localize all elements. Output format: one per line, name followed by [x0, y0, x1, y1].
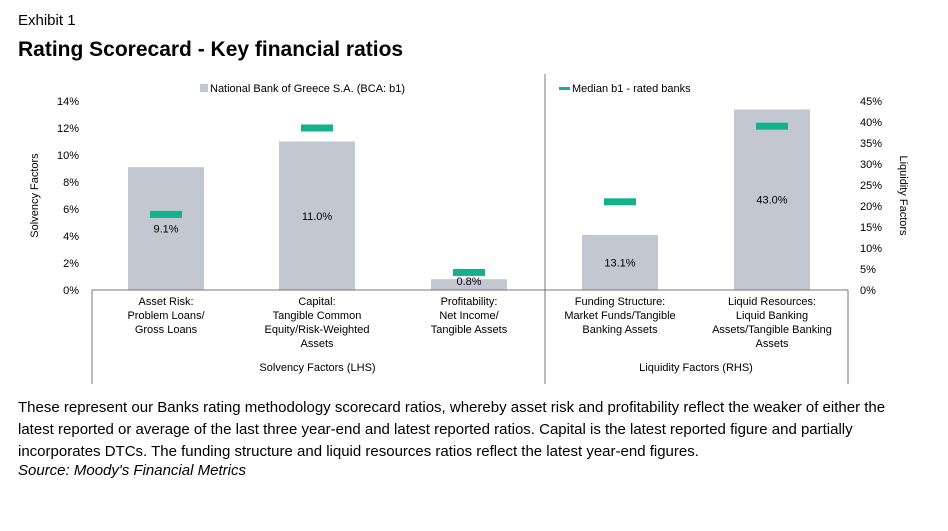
median-marker [604, 198, 636, 206]
category-label: Assets/Tangible Banking [712, 324, 832, 336]
left-axis-title: Solvency Factors [29, 153, 41, 238]
right-axis-tick-label: 40% [860, 117, 882, 129]
category-label: Tangible Common [273, 310, 362, 322]
category-label: Asset Risk: [138, 296, 193, 308]
bar-value-label: 43.0% [756, 195, 787, 207]
category-label: Market Funds/Tangible [564, 310, 675, 322]
bar [734, 109, 810, 291]
median-marker [150, 210, 182, 218]
bar [279, 141, 355, 290]
rating-scorecard-chart: 0% 2% 4% 6% 8% 10% 12% 14% 0% 5% 10% 15% 20% 25% 30% 35… [29, 74, 909, 384]
median-marker [301, 124, 333, 132]
chart-title: Rating Scorecard - Key financial ratios [18, 38, 404, 61]
right-axis-tick-label: 45% [860, 96, 882, 108]
median-marker [453, 268, 485, 276]
right-axis-tick-label: 5% [860, 264, 876, 276]
left-axis-tick-label: 12% [57, 123, 79, 135]
left-axis-tick-label: 8% [63, 177, 79, 189]
category-label: Liquid Resources: [728, 296, 816, 308]
chart-note: These represent our Banks rating methodo… [18, 399, 886, 460]
right-axis-tick-label: 15% [860, 222, 882, 234]
category-label: Net Income/ [439, 310, 499, 322]
group-label: Liquidity Factors (RHS) [639, 362, 753, 374]
bar-value-label: 13.1% [604, 257, 635, 269]
category-label: Tangible Assets [431, 324, 508, 336]
category-label: Banking Assets [582, 324, 658, 336]
right-axis-tick-label: 35% [860, 138, 882, 150]
category-label: Capital: [298, 296, 335, 308]
category-label: Liquid Banking [736, 310, 808, 322]
right-axis-tick-label: 10% [860, 243, 882, 255]
legend-label-bar: National Bank of Greece S.A. (BCA: b1) [210, 83, 405, 95]
bar-value-label: 11.0% [302, 211, 333, 223]
bar-value-label: 9.1% [153, 224, 178, 236]
left-axis-tick-label: 4% [63, 231, 79, 243]
category-label: Profitability: [441, 296, 498, 308]
right-axis-title: Liquidity Factors [897, 155, 909, 236]
chart-source: Source: Moody's Financial Metrics [18, 462, 246, 479]
category-label: Funding Structure: [575, 296, 666, 308]
group-label: Solvency Factors (LHS) [259, 362, 375, 374]
left-axis-tick-label: 2% [63, 258, 79, 270]
bar-value-label: 0.8% [456, 276, 481, 288]
exhibit-label: Exhibit 1 [18, 12, 76, 29]
category-label: Equity/Risk-Weighted [265, 324, 370, 336]
left-axis-tick-label: 0% [63, 285, 79, 297]
legend-swatch-median [559, 87, 570, 90]
right-axis-tick-label: 20% [860, 201, 882, 213]
category-label: Assets [300, 338, 334, 350]
category-label: Gross Loans [135, 324, 198, 336]
category-label: Assets [755, 338, 789, 350]
bar [431, 279, 507, 290]
left-axis-tick-label: 10% [57, 150, 79, 162]
left-axis-tick-label: 6% [63, 204, 79, 216]
median-marker [756, 122, 788, 130]
right-axis-tick-label: 25% [860, 180, 882, 192]
left-axis-tick-label: 14% [57, 96, 79, 108]
legend-swatch-bar [200, 84, 208, 92]
bar [128, 167, 204, 290]
right-axis-tick-label: 30% [860, 159, 882, 171]
category-label: Problem Loans/ [127, 310, 205, 322]
bar [582, 234, 658, 290]
legend-label-median: Median b1 - rated banks [572, 83, 691, 95]
right-axis-tick-label: 0% [860, 285, 876, 297]
